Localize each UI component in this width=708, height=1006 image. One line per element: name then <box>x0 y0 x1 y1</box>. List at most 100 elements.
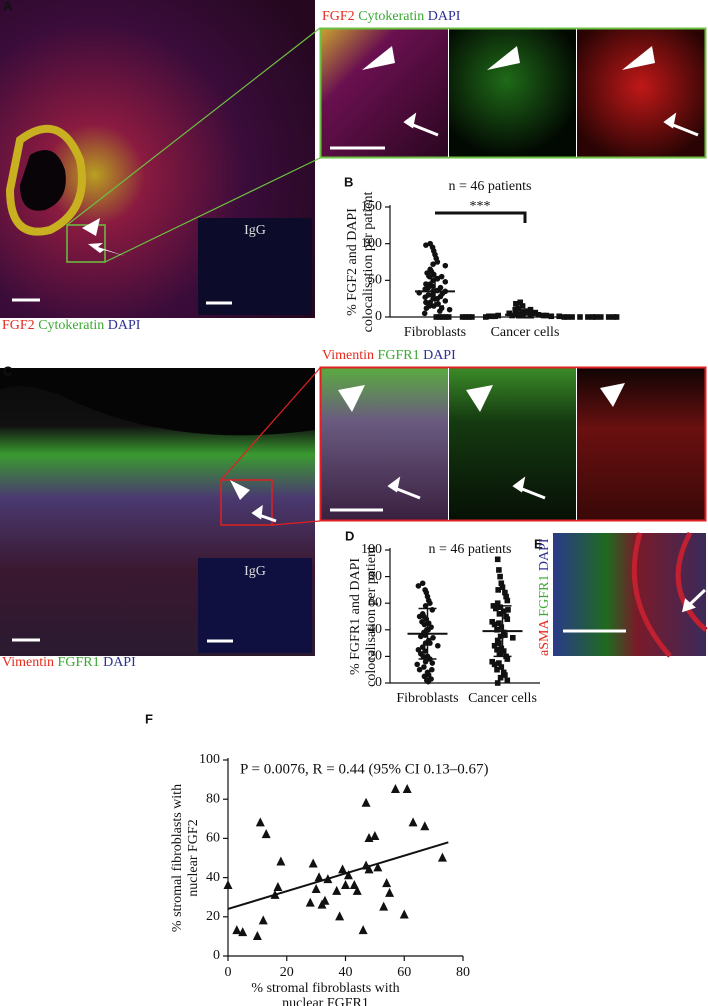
stain: FGF2 <box>322 9 355 24</box>
data-point <box>605 314 612 320</box>
x-tick-label: 80 <box>456 965 470 980</box>
data-point <box>429 283 436 290</box>
data-point <box>561 314 567 320</box>
arrow <box>512 476 546 500</box>
data-point <box>497 573 503 580</box>
data-point <box>379 901 389 911</box>
data-point <box>500 608 507 614</box>
data-point <box>496 640 502 646</box>
data-point <box>434 295 441 302</box>
stain: DAPI <box>428 9 461 24</box>
y-tick-label: 100 <box>361 542 382 557</box>
data-point <box>503 593 509 600</box>
annotation: P = 0.0076, R = 0.44 (95% CI 0.13–0.67) <box>240 761 488 777</box>
micrograph <box>321 29 448 157</box>
data-point <box>305 897 315 907</box>
data-point <box>491 661 498 668</box>
data-point <box>232 925 242 935</box>
data-point <box>429 660 436 666</box>
data-point <box>493 605 499 612</box>
data-point <box>496 567 502 573</box>
x-axis-label: % stromal fibroblasts with <box>251 981 399 996</box>
data-point <box>341 880 350 890</box>
stain: Cytokeratin <box>358 9 424 24</box>
stain-legend: Vimentin FGFR1 DAPI <box>322 348 456 363</box>
data-point <box>416 613 423 620</box>
data-point <box>343 870 353 880</box>
data-point <box>442 314 449 320</box>
stain: DAPI <box>423 348 456 363</box>
data-point <box>462 314 469 320</box>
x-tick-label: Cancer cells <box>468 691 537 706</box>
data-point <box>418 633 424 640</box>
data-point <box>423 305 430 312</box>
stain: FGFR1 <box>537 575 552 617</box>
data-point <box>238 927 248 937</box>
data-point <box>494 600 501 606</box>
data-point <box>513 301 519 307</box>
zoom-box <box>66 224 106 263</box>
arrowhead <box>622 46 655 70</box>
data-point <box>512 306 518 313</box>
data-point <box>420 821 430 831</box>
data-point <box>276 856 286 866</box>
data-point <box>492 313 498 320</box>
gland <box>5 124 86 236</box>
data-point <box>430 261 436 268</box>
data-point <box>421 310 428 317</box>
chart-title: n = 46 patients <box>449 179 532 194</box>
data-point <box>496 611 503 617</box>
data-point <box>434 276 441 282</box>
data-point <box>527 306 534 313</box>
significance-bracket <box>435 211 527 223</box>
stain-legend: aSMA FGFR1 DAPI <box>537 538 552 656</box>
data-point <box>469 314 475 320</box>
data-point <box>335 911 345 921</box>
data-point <box>504 677 511 684</box>
arrowhead <box>338 385 365 412</box>
data-point <box>338 864 348 874</box>
data-point <box>436 314 443 320</box>
zoom-line <box>271 520 321 526</box>
stain: DAPI <box>103 655 136 670</box>
data-point <box>420 653 427 660</box>
data-point <box>564 314 570 320</box>
data-point <box>437 852 447 862</box>
arrow <box>681 588 707 613</box>
data-point <box>519 303 526 309</box>
arrow <box>663 112 699 137</box>
data-point <box>494 666 500 673</box>
y-tick-label: 0 <box>375 675 382 690</box>
zoom-line <box>220 367 321 481</box>
stain: aSMA <box>537 619 552 656</box>
data-point <box>408 817 418 827</box>
data-point <box>510 634 516 641</box>
data-point <box>532 309 539 316</box>
data-point <box>308 858 318 868</box>
data-point <box>496 660 502 666</box>
y-tick-label: 20 <box>206 909 220 924</box>
data-point <box>505 607 511 613</box>
y-tick-label: 150 <box>361 199 382 214</box>
data-point <box>427 640 433 646</box>
panel-letter: F <box>145 711 153 726</box>
inset-label: IgG <box>244 223 266 238</box>
x-tick-label: 60 <box>397 965 411 980</box>
panel-letter: D <box>345 528 354 543</box>
data-point <box>504 597 511 604</box>
data-point <box>373 862 383 872</box>
y-tick-label: 20 <box>368 649 382 664</box>
stain: FGFR1 <box>378 348 420 363</box>
panel-letter: C <box>3 363 13 378</box>
data-point <box>543 312 550 319</box>
data-point <box>349 880 359 890</box>
data-point <box>255 817 265 827</box>
arrowhead <box>230 480 250 500</box>
arrow <box>403 112 439 137</box>
data-point <box>439 314 446 320</box>
arrowhead <box>362 46 395 70</box>
data-point <box>370 831 380 841</box>
data-point <box>483 314 489 320</box>
arrow <box>88 243 125 256</box>
